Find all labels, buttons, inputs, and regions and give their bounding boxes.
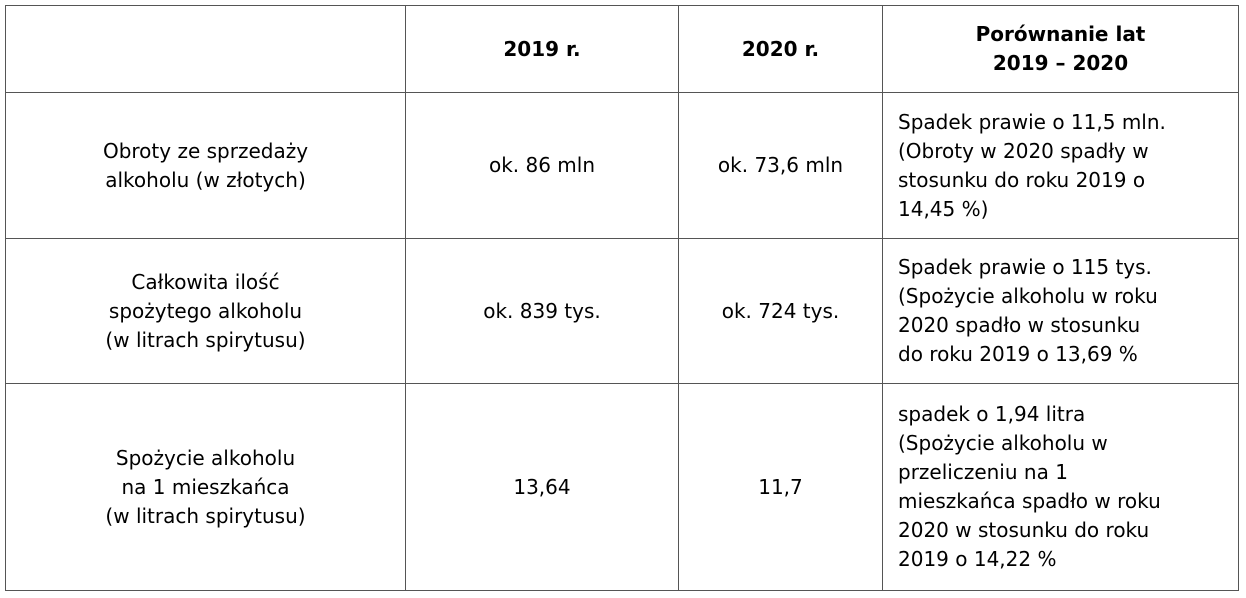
text-line: Spadek prawie o 115 tys.: [898, 255, 1152, 279]
text-line: 2019 o 14,22 %: [898, 547, 1057, 571]
table-cell: spadek o 1,94 litra (Spożycie alkoholu w p…: [882, 383, 1239, 591]
header-cell: Porównanie lat 2019 – 2020: [882, 5, 1239, 93]
text-line: 14,45 %): [898, 196, 989, 221]
table-cell: ok. 73,6 mln: [678, 92, 883, 239]
text-line: Porównanie lat: [975, 22, 1146, 46]
text-line: Spożycie alkoholu: [115, 445, 296, 470]
text-line: spożytego alkoholu: [108, 298, 303, 323]
text-line: mieszkańca spadło w roku: [898, 489, 1161, 513]
table-body: 2019 r. 2020 r. Porównanie lat 2019 – 2020 …: [5, 5, 1239, 591]
text-line: 11,7: [758, 474, 803, 499]
table-cell: Spadek prawie o 115 tys. (Spożycie alkoho…: [882, 238, 1239, 384]
text-line: 13,64: [513, 474, 571, 499]
text-line: 2019 r.: [503, 36, 581, 61]
text-line: ok. 86 mln: [488, 153, 596, 177]
header-cell: [5, 5, 406, 93]
table-row: Spożycie alkoholu na 1 mieszkańca (w litra…: [5, 383, 1239, 591]
table-cell: 11,7: [678, 383, 883, 591]
text-line: Obroty ze sprzedaży: [102, 138, 309, 163]
text-line: spadek o 1,94 litra: [898, 402, 1086, 426]
header-cell: 2020 r.: [678, 5, 883, 93]
text-line: (w litrach spirytusu): [105, 327, 306, 352]
table-cell: ok. 86 mln: [405, 92, 679, 239]
text-line: 2020 w stosunku do roku: [898, 518, 1150, 542]
text-line: 2020 spadło w stosunku: [898, 313, 1141, 337]
data-table: 2019 r. 2020 r. Porównanie lat 2019 – 2020 …: [5, 5, 1239, 591]
table-cell: Spożycie alkoholu na 1 mieszkańca (w litra…: [5, 383, 406, 591]
text-line: (Spożycie alkoholu w roku: [898, 284, 1158, 308]
header-row: 2019 r. 2020 r. Porównanie lat 2019 – 2020: [5, 5, 1239, 93]
header-cell: 2019 r.: [405, 5, 679, 93]
table-cell: 13,64: [405, 383, 679, 591]
text-line: ok. 724 tys.: [721, 298, 840, 323]
text-line: alkoholu (w złotych): [105, 167, 306, 192]
table-cell: Obroty ze sprzedaży alkoholu (w złotych): [5, 92, 406, 239]
table-row: Obroty ze sprzedaży alkoholu (w złotych) o…: [5, 92, 1239, 239]
text-line: (Spożycie alkoholu w: [898, 431, 1108, 455]
text-line: na 1 mieszkańca: [121, 474, 290, 499]
text-line: ok. 839 tys.: [483, 298, 601, 323]
text-line: do roku 2019 o 13,69 %: [898, 342, 1138, 366]
table-cell: Całkowita ilość spożytego alkoholu (w litr…: [5, 238, 406, 384]
table-cell: ok. 839 tys.: [405, 238, 679, 384]
table-cell: Spadek prawie o 11,5 mln. (Obroty w 2020 …: [882, 92, 1239, 239]
text-line: Całkowita ilość: [131, 269, 280, 294]
text-line: 2019 – 2020: [992, 51, 1129, 75]
text-line: przeliczeniu na 1: [898, 460, 1068, 484]
table-row: Całkowita ilość spożytego alkoholu (w litr…: [5, 238, 1239, 384]
text-line: ok. 73,6 mln: [717, 153, 844, 177]
text-line: 2020 r.: [741, 36, 820, 61]
text-line: stosunku do roku 2019 o: [898, 167, 1146, 192]
text-line: (Obroty w 2020 spadły w: [898, 138, 1149, 163]
text-line: Spadek prawie o 11,5 mln.: [898, 109, 1166, 134]
text-line: (w litrach spirytusu): [105, 503, 306, 528]
table-cell: ok. 724 tys.: [678, 238, 883, 384]
